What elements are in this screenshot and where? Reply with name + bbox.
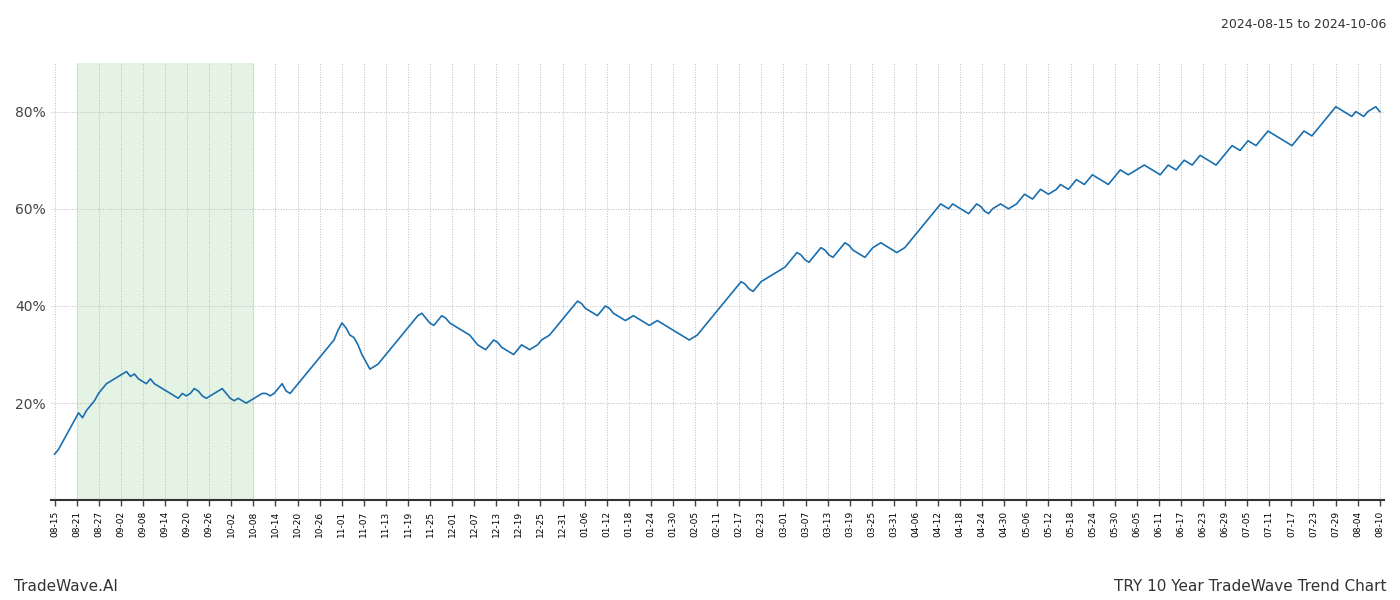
Bar [77, 63, 253, 500]
Text: TRY 10 Year TradeWave Trend Chart: TRY 10 Year TradeWave Trend Chart [1113, 579, 1386, 594]
Text: TradeWave.AI: TradeWave.AI [14, 579, 118, 594]
Text: 2024-08-15 to 2024-10-06: 2024-08-15 to 2024-10-06 [1221, 18, 1386, 31]
